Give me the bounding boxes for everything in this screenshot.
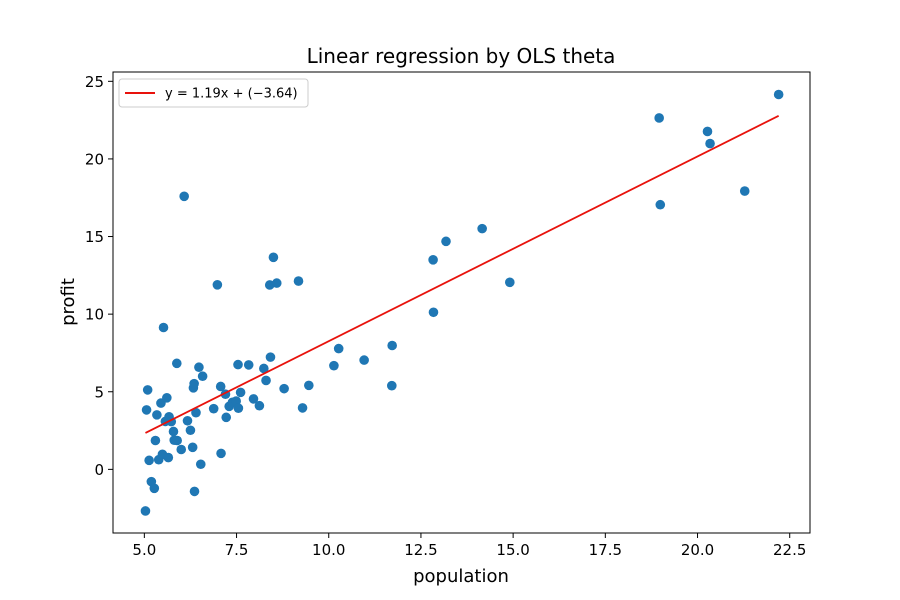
data-point	[191, 407, 201, 418]
data-point	[141, 405, 152, 415]
data-point	[268, 252, 279, 263]
data-point	[271, 278, 282, 288]
data-point	[208, 403, 219, 414]
data-point	[189, 378, 199, 389]
data-point	[265, 352, 276, 362]
data-point	[185, 425, 196, 436]
data-point	[428, 307, 439, 318]
data-point	[243, 360, 254, 370]
regression-line-group	[145, 114, 780, 434]
data-point	[387, 380, 397, 391]
data-point	[149, 483, 160, 494]
data-point	[158, 322, 169, 333]
legend: y = 1.19x + (−3.64)	[118, 78, 309, 108]
data-point	[172, 435, 182, 446]
legend-label: y = 1.19x + (−3.64)	[165, 87, 298, 102]
data-point	[144, 455, 154, 466]
data-point	[304, 380, 314, 391]
data-point	[187, 442, 198, 453]
data-point	[359, 355, 369, 365]
data-point	[248, 394, 259, 404]
data-point	[654, 113, 664, 123]
chart-title: Linear regression by OLS theta	[307, 44, 616, 68]
x-tick-label: 5.0	[132, 541, 156, 559]
plot-area	[112, 71, 811, 534]
data-point	[195, 459, 206, 470]
data-point	[739, 186, 750, 196]
data-point	[773, 89, 784, 100]
x-tick-label: 15.0	[496, 541, 529, 559]
data-point	[705, 138, 715, 149]
x-tick-label: 20.0	[681, 541, 714, 559]
data-point	[428, 255, 438, 265]
data-point	[279, 383, 289, 394]
data-point	[297, 403, 308, 413]
data-point	[261, 375, 271, 386]
data-point	[259, 363, 269, 374]
y-tick-label: 5	[94, 383, 104, 401]
scatter-points	[140, 89, 784, 516]
data-point	[329, 360, 339, 371]
data-point	[171, 358, 182, 369]
data-point	[194, 362, 204, 373]
y-tick-label: 25	[85, 73, 104, 91]
data-point	[221, 412, 232, 423]
data-point	[441, 236, 451, 247]
y-tick-label: 20	[85, 150, 104, 168]
y-tick-label: 0	[94, 461, 104, 479]
data-point	[216, 448, 226, 459]
data-point	[150, 435, 161, 446]
x-tick-label: 12.5	[404, 541, 437, 559]
data-point	[215, 381, 226, 392]
data-point	[176, 444, 187, 455]
x-axis-label: population	[413, 566, 509, 587]
data-point	[140, 506, 151, 516]
data-point	[189, 486, 200, 497]
y-tick-label: 10	[85, 306, 104, 324]
data-point	[254, 400, 265, 411]
x-tick-label: 10.0	[312, 541, 345, 559]
data-point	[235, 387, 246, 398]
x-tick-label: 17.5	[589, 541, 622, 559]
data-point	[702, 126, 713, 137]
legend-box	[118, 78, 309, 108]
data-point	[163, 452, 174, 463]
data-point	[505, 277, 515, 288]
y-tick-label: 15	[85, 228, 104, 246]
data-point	[168, 426, 179, 437]
data-point	[212, 280, 223, 290]
data-point	[162, 393, 172, 403]
data-point	[333, 343, 344, 354]
data-point	[197, 371, 208, 382]
x-axis: 5.0 7.5 10.0 12.5 15.0 17.5 20.0 22.5	[132, 533, 806, 559]
data-point	[233, 403, 244, 414]
data-point	[233, 359, 243, 370]
data-point	[182, 415, 193, 426]
data-point	[387, 340, 397, 351]
regression-line	[145, 114, 780, 434]
y-axis-label: profit	[58, 278, 79, 326]
x-tick-label: 22.5	[773, 541, 806, 559]
data-point	[179, 191, 189, 202]
y-axis: 0 5 10 15 20 25	[85, 73, 113, 479]
x-tick-label: 7.5	[225, 541, 249, 559]
data-point	[477, 223, 487, 234]
data-point	[655, 199, 666, 210]
data-point	[152, 410, 162, 420]
data-point	[142, 385, 153, 395]
data-point	[293, 276, 304, 286]
